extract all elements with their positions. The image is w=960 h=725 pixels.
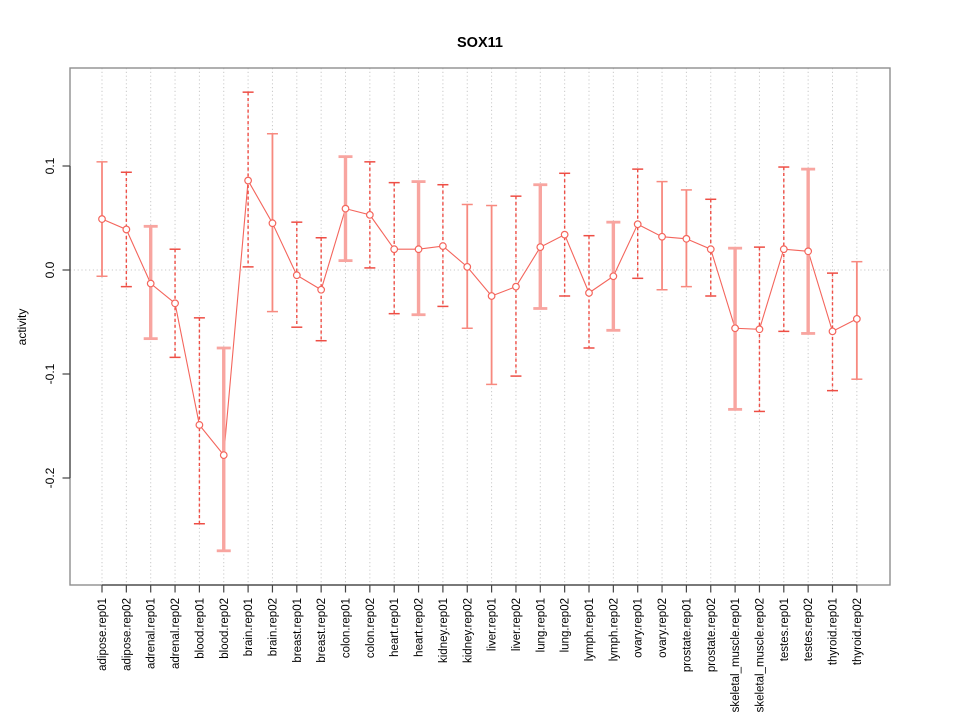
x-tick-label: heart.rep02: [414, 598, 426, 657]
data-point: [755, 325, 764, 334]
x-tick-label: prostate.rep01: [681, 598, 693, 672]
plot-box: [69, 67, 891, 586]
x-tick-label: testes.rep01: [779, 598, 791, 661]
data-point: [122, 225, 131, 234]
data-point: [487, 292, 496, 300]
data-point: [512, 282, 520, 291]
data-point: [439, 242, 447, 250]
x-tick-label: liver.rep01: [487, 598, 499, 651]
data-point: [146, 279, 155, 288]
x-tick-label: testes.rep02: [803, 598, 815, 661]
data-point: [268, 219, 277, 228]
x-tick-label: breast.rep01: [292, 598, 304, 663]
data-point: [609, 272, 618, 281]
x-tick-label: brain.rep02: [267, 598, 279, 656]
x-tick-label: lung.rep02: [560, 598, 572, 652]
data-point: [365, 210, 374, 219]
data-point: [171, 299, 179, 308]
data-point: [292, 271, 301, 280]
data-point: [706, 245, 715, 254]
data-point: [463, 262, 472, 271]
x-tick-label: blood.rep02: [219, 598, 231, 659]
data-point: [560, 230, 569, 239]
chart-title: SOX11: [457, 35, 503, 51]
x-tick-label: colon.rep02: [365, 598, 377, 658]
x-tick-label: kidney.rep01: [438, 598, 450, 663]
y-axis-label: activity: [15, 309, 29, 346]
y-tick-label: -0.2: [43, 467, 57, 488]
data-point: [658, 232, 666, 241]
x-tick-label: skeletal_muscle.rep02: [754, 598, 766, 712]
x-tick-label: brain.rep01: [243, 598, 255, 656]
x-tick-label: lung.rep01: [535, 598, 547, 652]
data-point: [341, 204, 350, 213]
data-point: [414, 245, 423, 254]
x-tick-label: liver.rep02: [511, 598, 523, 651]
x-tick-label: colon.rep01: [341, 598, 353, 658]
x-tick-label: breast.rep02: [316, 598, 328, 663]
data-point: [390, 245, 399, 254]
data-point: [98, 215, 106, 223]
x-tick-label: adipose.rep02: [121, 598, 133, 671]
data-point: [731, 324, 739, 333]
data-point: [195, 421, 204, 429]
x-tick-label: kidney.rep02: [462, 598, 474, 663]
x-tick-label: ovary.rep02: [657, 598, 669, 658]
data-point: [536, 243, 545, 252]
y-tick-label: 0.1: [43, 157, 57, 174]
data-point: [633, 220, 642, 229]
x-tick-label: adrenal.rep01: [146, 598, 158, 669]
data-point: [779, 245, 788, 254]
x-tick-label: prostate.rep02: [706, 598, 718, 672]
plot-area: 0.1 0.0 -0.1 -0.2 adipose.rep01 adipose.rep02…: [43, 67, 891, 712]
data-point: [828, 327, 837, 336]
data-point: [852, 314, 861, 323]
x-tick-label: heart.rep01: [389, 598, 401, 657]
data-point: [219, 451, 228, 460]
data-point: [804, 247, 813, 256]
x-tick-label: adipose.rep01: [97, 598, 109, 671]
y-tick-label: -0.1: [43, 363, 57, 384]
data-point: [682, 234, 691, 243]
data-point: [585, 288, 593, 297]
x-tick-label: thyroid.rep01: [828, 598, 840, 665]
data-point: [244, 176, 253, 185]
x-tick-label: thyroid.rep02: [852, 598, 864, 665]
data-point: [317, 285, 326, 294]
x-tick-label: lymph.rep02: [608, 598, 620, 661]
series-line: [101, 178, 858, 457]
x-tick-label: ovary.rep01: [633, 598, 645, 658]
x-tick-label: lymph.rep01: [584, 598, 596, 661]
x-tick-label: skeletal_muscle.rep01: [730, 598, 742, 712]
x-tick-label: blood.rep01: [194, 598, 206, 659]
x-tick-label: adrenal.rep02: [170, 598, 182, 669]
y-tick-label: 0.0: [43, 261, 57, 278]
